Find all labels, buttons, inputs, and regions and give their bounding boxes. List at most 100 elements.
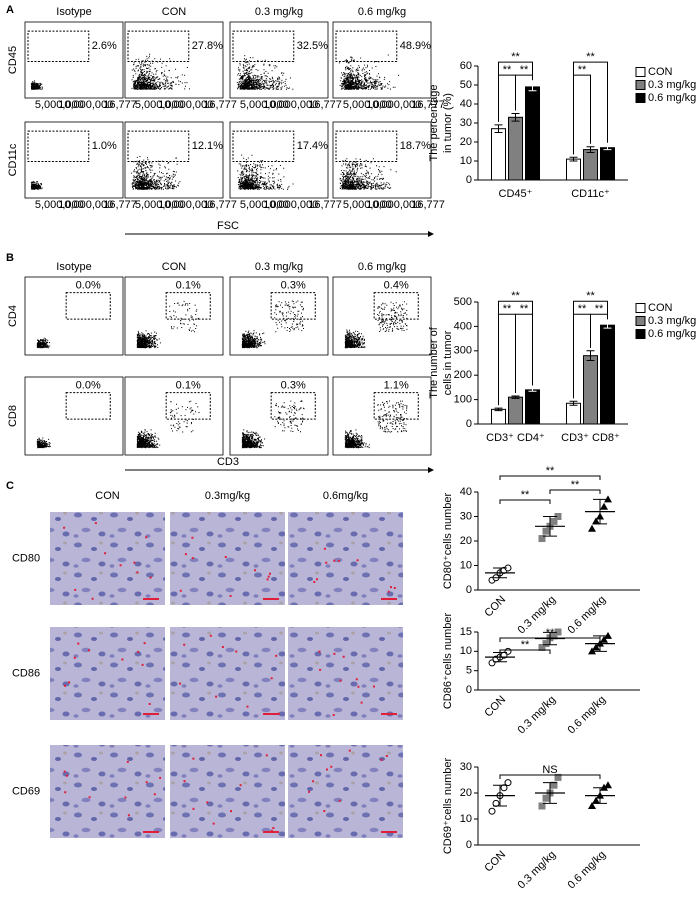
significance-label: ** bbox=[578, 303, 587, 315]
bar bbox=[508, 116, 523, 181]
data-point bbox=[588, 802, 596, 809]
x-tick-label: 10,000,000 bbox=[366, 199, 421, 211]
significance-bracket bbox=[573, 74, 591, 155]
significance-bracket bbox=[498, 61, 533, 122]
significance-bracket bbox=[499, 774, 601, 779]
x-tick-label: 5,000,000 bbox=[240, 199, 289, 211]
data-point bbox=[550, 517, 558, 525]
bar bbox=[566, 158, 581, 181]
y-tick-label: 15 bbox=[460, 626, 472, 638]
y-tick-label: 20 bbox=[460, 136, 472, 148]
events bbox=[344, 301, 408, 349]
x-tick-label: 10,000,000 bbox=[158, 199, 213, 211]
events bbox=[236, 55, 294, 90]
legend-label: CON bbox=[648, 66, 673, 78]
legend-label: 0.3 mg/kg bbox=[648, 79, 696, 91]
legend-swatch bbox=[635, 93, 646, 103]
y-axis-label: in tumor (%) bbox=[442, 93, 454, 153]
data-point bbox=[538, 802, 546, 810]
significance-bracket bbox=[515, 313, 533, 393]
data-point bbox=[588, 647, 596, 655]
y-tick-label: 0 bbox=[466, 174, 472, 186]
events bbox=[344, 400, 408, 449]
significance-label: ** bbox=[586, 290, 595, 302]
column-header: 0.6 mg/kg bbox=[358, 261, 406, 273]
error-bar bbox=[586, 350, 595, 362]
bar bbox=[508, 396, 523, 425]
y-axis-label: The number of bbox=[428, 326, 440, 398]
gate bbox=[165, 292, 211, 320]
data-point bbox=[538, 535, 546, 543]
legend-swatch bbox=[635, 316, 646, 326]
y-tick-label: 0 bbox=[466, 584, 472, 596]
panel-letter: B bbox=[6, 252, 14, 264]
data-point bbox=[542, 527, 550, 535]
panel-letter: A bbox=[6, 4, 14, 16]
data-point bbox=[588, 524, 596, 532]
data-point bbox=[600, 502, 608, 510]
error-bar bbox=[569, 156, 578, 162]
significance-label: ** bbox=[511, 51, 520, 63]
legend-swatch bbox=[635, 80, 646, 90]
data-point bbox=[542, 640, 550, 648]
micrograph bbox=[288, 627, 403, 720]
stained-cells bbox=[63, 760, 162, 817]
legend-swatch bbox=[635, 67, 646, 77]
column-header: 0.3mg/kg bbox=[205, 490, 250, 502]
error-bar bbox=[494, 124, 503, 133]
y-tick-label: 10 bbox=[460, 645, 472, 657]
significance-label: ** bbox=[511, 290, 520, 302]
y-tick-label: 40 bbox=[460, 486, 472, 498]
stained-cells bbox=[63, 522, 152, 600]
significance-bracket bbox=[499, 475, 601, 480]
error-bar bbox=[528, 387, 537, 392]
error-bar bbox=[511, 113, 520, 122]
x-axis-label: CD3 bbox=[217, 456, 239, 468]
x-tick-label: CD3⁺ CD8⁺ bbox=[561, 432, 620, 444]
y-tick-label: 30 bbox=[460, 761, 472, 773]
column-header: 0.3 mg/kg bbox=[255, 261, 303, 273]
gate-percentage: 0.3% bbox=[281, 280, 306, 292]
legend-label: 0.6 mg/kg bbox=[648, 92, 696, 104]
y-tick-label: 500 bbox=[454, 296, 472, 308]
gate bbox=[65, 392, 111, 420]
micrograph bbox=[170, 512, 285, 605]
gate-percentage: 1.1% bbox=[384, 380, 409, 392]
bar bbox=[525, 389, 540, 425]
data-point bbox=[592, 517, 600, 525]
error-bar bbox=[543, 782, 557, 804]
significance-label: ** bbox=[578, 64, 587, 76]
x-tick-label: 16,777 bbox=[411, 99, 445, 111]
y-tick-label: 100 bbox=[454, 394, 472, 406]
error-bar bbox=[603, 145, 612, 151]
gate bbox=[373, 292, 419, 320]
bar bbox=[583, 149, 598, 181]
y-tick-label: 60 bbox=[460, 60, 472, 72]
bar bbox=[491, 128, 506, 181]
significance-label: ** bbox=[595, 303, 604, 315]
data-point bbox=[504, 779, 512, 787]
plot-frame bbox=[24, 21, 124, 99]
plot-frame bbox=[24, 121, 124, 199]
gate-percentage: 1.0% bbox=[92, 140, 117, 152]
x-tick-label: CON bbox=[482, 694, 508, 720]
error-bar bbox=[569, 400, 578, 406]
gate-percentage: 0.3% bbox=[281, 380, 306, 392]
data-point bbox=[604, 781, 612, 789]
significance-bracket bbox=[499, 499, 551, 504]
x-tick-label: 0.3 mg/kg bbox=[516, 694, 559, 737]
x-tick-label: 5,000,000 bbox=[343, 99, 392, 111]
column-header: 0.6 mg/kg bbox=[358, 6, 406, 18]
events bbox=[36, 437, 51, 449]
error-bar bbox=[494, 407, 503, 412]
x-tick-label: 10,000,000 bbox=[366, 99, 421, 111]
significance-label: ** bbox=[521, 489, 530, 501]
significance-label: ** bbox=[520, 303, 529, 315]
x-tick-label: 5,000,000 bbox=[240, 99, 289, 111]
significance-bracket bbox=[499, 649, 551, 654]
micrograph bbox=[50, 627, 165, 720]
gate-percentage: 0.1% bbox=[176, 380, 201, 392]
data-point bbox=[550, 781, 558, 789]
significance-bracket bbox=[498, 300, 533, 406]
